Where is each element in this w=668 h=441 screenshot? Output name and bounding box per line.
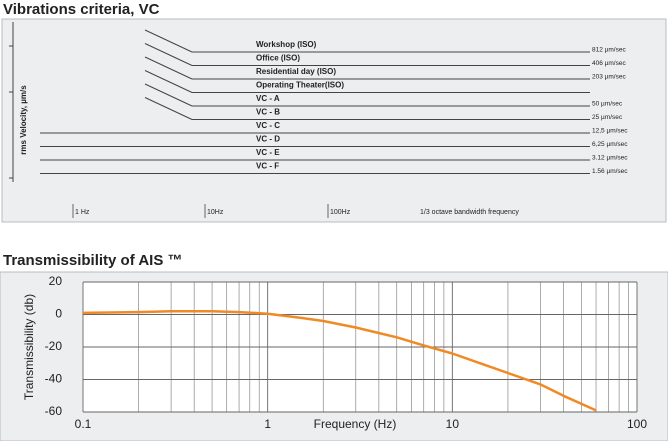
vc-x-label: 10Hz <box>207 209 224 216</box>
vc-level-value: 406 µm/sec <box>592 60 626 67</box>
y-tick-label: 0 <box>55 307 62 321</box>
vc-level-value: 3.12 µm/sec <box>592 155 628 162</box>
vc-level-name: VC - A <box>256 94 280 103</box>
vc-diagonal <box>144 29 193 53</box>
vc-level-value: 50 µm/sec <box>592 101 623 108</box>
vc-level-value: 6,25 µm/sec <box>592 141 628 148</box>
vc-level-name: VC - D <box>256 135 280 144</box>
vc-level-value: 25 µm/sec <box>592 114 623 121</box>
vc-x-label: 100Hz <box>330 209 351 216</box>
vc-diagonal <box>144 83 193 107</box>
vc-diagonal <box>144 97 193 120</box>
vc-x-note: 1/3 octave bandwidth frequency <box>420 209 519 216</box>
vc-level-name: VC - E <box>256 148 280 157</box>
vc-diagonal <box>144 56 193 80</box>
x-tick-label: 0.1 <box>75 417 92 431</box>
vc-y-label: rms Velocity, µm/s <box>19 85 28 155</box>
vc-level-value: 1.56 µm/sec <box>592 168 628 175</box>
vc-level-value: 12,5 µm/sec <box>592 128 628 135</box>
y-tick-label: -60 <box>45 404 63 418</box>
x-tick-label: 1 <box>264 417 271 431</box>
vc-level-name: VC - F <box>256 162 279 171</box>
y-tick-label: 20 <box>49 274 63 288</box>
vc-level-value: 203 µm/sec <box>592 74 626 81</box>
vc-title: Vibrations criteria, VC <box>3 1 160 18</box>
vc-x-label: 1 Hz <box>75 209 90 216</box>
vc-level-name: Workshop (ISO) <box>256 40 317 49</box>
x-tick-label: 100 <box>627 417 647 431</box>
chart-title: Transmissibility of AIS ™ <box>3 252 183 269</box>
x-tick-label: 10 <box>446 417 460 431</box>
vc-level-name: Residential day (ISO) <box>256 67 336 76</box>
vc-level-name: VC - C <box>256 121 280 130</box>
data-line <box>82 310 597 412</box>
y-tick-label: -20 <box>45 339 63 353</box>
y-axis-title: Transmissibility (db) <box>22 294 36 400</box>
vc-level-name: Operating Theater(ISO) <box>256 81 344 90</box>
y-tick-label: -40 <box>45 372 63 386</box>
vc-level-value: 812 µm/sec <box>592 47 626 54</box>
vc-diagonal <box>144 70 193 93</box>
vc-panel <box>1 18 667 223</box>
vc-diagonal <box>144 43 193 66</box>
vc-level-name: Office (ISO) <box>256 54 300 63</box>
vc-level-name: VC - B <box>256 108 280 117</box>
x-axis-title: Frequency (Hz) <box>314 417 397 431</box>
